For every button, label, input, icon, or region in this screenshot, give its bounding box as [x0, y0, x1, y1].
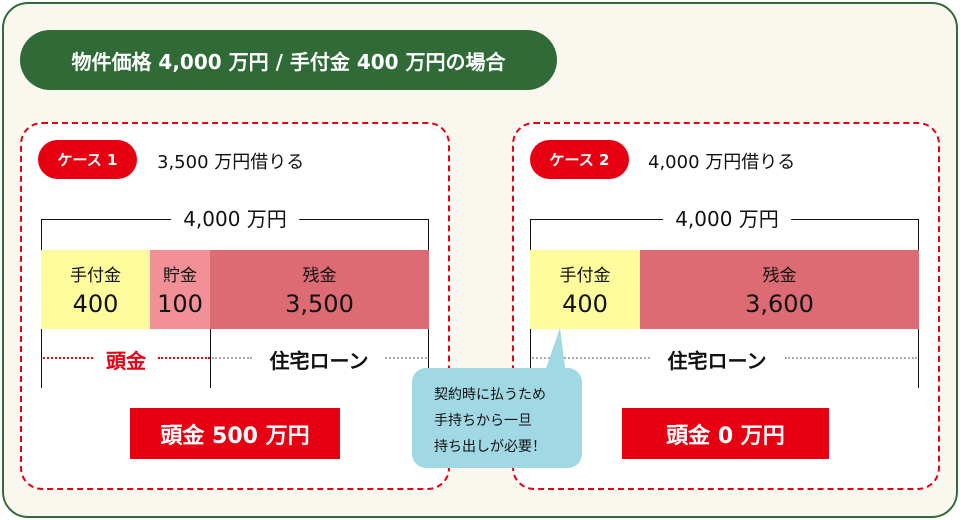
- divider: [210, 329, 211, 388]
- segment-label: 貯金: [163, 266, 197, 286]
- case1-segment-deposit: 手付金 400: [41, 250, 150, 329]
- case1-total: 4,000 万円: [171, 203, 299, 232]
- segment-value: 400: [562, 290, 608, 318]
- segment-value: 3,500: [285, 290, 354, 318]
- divider: [41, 329, 42, 388]
- callout-tail: [544, 328, 566, 374]
- case1-segment-balance: 残金 3,500: [210, 250, 429, 329]
- divider: [918, 329, 919, 388]
- loan-dots: [385, 357, 427, 359]
- segment-label: 手付金: [70, 266, 121, 286]
- case2-segment-deposit: 手付金 400: [530, 250, 640, 329]
- callout-line: 持ち出しが必要！: [434, 439, 546, 455]
- case1-badge: ケース 1: [38, 140, 137, 179]
- segment-label: 残金: [302, 266, 337, 286]
- callout-bubble: 契約時に払うため 手持ちから一旦 持ち出しが必要！: [412, 368, 582, 468]
- case2-segment-balance: 残金 3,600: [640, 250, 919, 329]
- down-dots: [43, 357, 93, 359]
- case2-subtitle: 4,000 万円借りる: [648, 152, 796, 173]
- loan-dots: [785, 357, 917, 359]
- case2-loan-label: 住宅ローン: [667, 349, 767, 373]
- segment-label: 手付金: [559, 266, 611, 286]
- loan-dots: [532, 357, 650, 359]
- bracket-tick: [918, 219, 919, 250]
- case1-loan-label: 住宅ローン: [269, 349, 369, 373]
- segment-value: 400: [72, 290, 119, 318]
- bracket-tick: [41, 219, 42, 250]
- divider: [530, 329, 531, 388]
- segment-label: 残金: [762, 266, 797, 286]
- loan-dots: [212, 357, 252, 359]
- case2-result: 頭金 0 万円: [622, 408, 829, 459]
- bracket-tick: [428, 219, 429, 250]
- page-title: 物件価格 4,000 万円 / 手付金 400 万円の場合: [20, 30, 557, 90]
- case2-badge: ケース 2: [530, 140, 629, 179]
- down-dots: [158, 357, 210, 359]
- divider: [428, 329, 429, 388]
- case1-subtitle: 3,500 万円借りる: [157, 152, 305, 173]
- case1-result: 頭金 500 万円: [130, 408, 340, 459]
- segment-value: 3,600: [745, 290, 814, 318]
- callout-line: 手持ちから一旦: [434, 413, 532, 429]
- case1-down-label: 頭金: [106, 349, 146, 373]
- segment-value: 100: [157, 290, 203, 318]
- bracket-tick: [530, 219, 531, 250]
- callout-line: 契約時に払うため: [434, 387, 546, 403]
- case1-segment-savings: 貯金 100: [150, 250, 210, 329]
- case2-total: 4,000 万円: [663, 203, 791, 232]
